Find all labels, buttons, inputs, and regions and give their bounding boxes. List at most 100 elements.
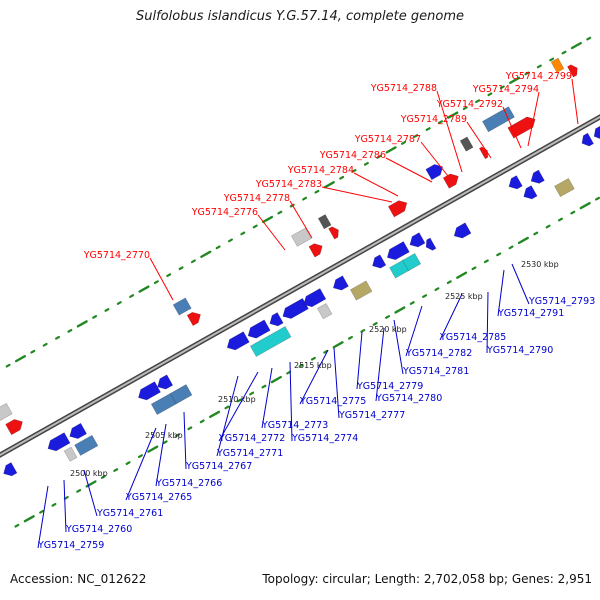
gene-label: YG5714_2767 bbox=[185, 461, 252, 472]
reverse-tick bbox=[570, 210, 576, 215]
forward-gene-12 bbox=[478, 146, 489, 160]
reverse-tick bbox=[310, 356, 316, 361]
gene-label: YG5714_2791 bbox=[497, 308, 564, 319]
reverse-tick bbox=[422, 294, 428, 298]
reverse-tick bbox=[579, 201, 591, 210]
reverse-tick bbox=[298, 363, 304, 368]
forward-tick bbox=[363, 161, 369, 166]
gene-label: YG5714_2790 bbox=[486, 345, 553, 356]
reverse-tick bbox=[113, 468, 119, 472]
reverse-gene-0 bbox=[3, 462, 18, 477]
leader-line bbox=[333, 347, 340, 419]
gene-label: YG5714_2793 bbox=[528, 296, 595, 307]
leader-line bbox=[125, 427, 157, 501]
gene-shape bbox=[554, 177, 575, 198]
gene-shape bbox=[138, 381, 161, 401]
leader-line bbox=[571, 78, 579, 125]
reverse-gene-17 bbox=[349, 280, 373, 301]
reverse-gene-26 bbox=[523, 185, 538, 200]
reverse-tick bbox=[347, 335, 353, 340]
forward-tick bbox=[104, 308, 110, 312]
forward-tick bbox=[549, 57, 555, 62]
leader-line bbox=[289, 361, 293, 442]
reverse-gene-2 bbox=[69, 422, 88, 439]
gene-shape bbox=[389, 259, 410, 279]
reverse-tick bbox=[23, 515, 35, 523]
gene-shape bbox=[453, 222, 472, 239]
forward-tick bbox=[438, 120, 443, 124]
forward-gene-2 bbox=[172, 297, 192, 316]
gene-label: YG5714_2799 bbox=[505, 71, 572, 82]
leader-line bbox=[439, 293, 463, 341]
reverse-tick bbox=[557, 217, 563, 222]
reverse-tick bbox=[446, 280, 452, 285]
forward-tick bbox=[14, 355, 27, 363]
reverse-tick bbox=[199, 419, 205, 424]
leader-line bbox=[527, 91, 540, 147]
reverse-gene-22 bbox=[409, 232, 426, 248]
reverse-tick bbox=[100, 475, 106, 479]
leader-line bbox=[321, 186, 393, 203]
forward-tick bbox=[561, 50, 567, 55]
forward-tick bbox=[5, 363, 11, 368]
gene-label: YG5714_2774 bbox=[291, 433, 358, 444]
scale-label: 2515 kbp bbox=[294, 361, 332, 370]
leader-line bbox=[183, 411, 187, 470]
gene-shape bbox=[349, 280, 373, 301]
gene-label: YG5714_2781 bbox=[402, 366, 469, 377]
reverse-tick bbox=[394, 306, 406, 314]
forward-tick bbox=[314, 189, 320, 194]
gene-shape bbox=[372, 254, 387, 269]
gene-label: YG5714_2777 bbox=[338, 410, 405, 421]
gene-shape bbox=[581, 132, 594, 147]
forward-tick bbox=[462, 106, 468, 111]
reverse-tick bbox=[14, 523, 20, 528]
reverse-tick bbox=[249, 391, 255, 396]
reverse-tick bbox=[209, 410, 221, 419]
reverse-tick bbox=[51, 502, 57, 507]
forward-gene-16 bbox=[567, 64, 578, 78]
reverse-gene-11 bbox=[269, 312, 284, 327]
reverse-tick bbox=[286, 370, 292, 375]
reverse-gene-20 bbox=[402, 253, 422, 272]
reverse-tick bbox=[332, 341, 344, 349]
genome-title: Sulfolobus islandicus Y.G.57.14, complet… bbox=[136, 9, 464, 24]
reverse-tick bbox=[224, 405, 230, 410]
forward-tick bbox=[153, 280, 159, 285]
leader-line bbox=[216, 375, 239, 457]
forward-gene-6 bbox=[317, 214, 332, 230]
genome-backbone-highlight bbox=[0, 115, 600, 457]
gene-label: YG5714_2788 bbox=[370, 83, 437, 94]
forward-tick bbox=[351, 168, 357, 173]
forward-tick bbox=[42, 342, 48, 347]
gene-label: YG5714_2760 bbox=[65, 524, 132, 535]
gene-label: YG5714_2786 bbox=[319, 150, 386, 161]
forward-tick bbox=[138, 285, 150, 293]
reverse-tick bbox=[175, 433, 180, 438]
gene-shape bbox=[593, 125, 600, 140]
leader-line bbox=[466, 121, 492, 159]
gene-label: YG5714_2780 bbox=[375, 393, 442, 404]
forward-tick bbox=[261, 215, 274, 224]
gene-shape bbox=[567, 64, 578, 78]
reverse-gene-30 bbox=[593, 125, 600, 140]
gene-label: YG5714_2775 bbox=[299, 396, 366, 407]
forward-tick bbox=[215, 245, 221, 250]
reverse-tick bbox=[372, 322, 378, 326]
forward-gene-10 bbox=[442, 173, 459, 189]
gene-label: YG5714_2772 bbox=[218, 433, 285, 444]
leader-line bbox=[393, 319, 404, 375]
gene-label: YG5714_2787 bbox=[354, 134, 421, 145]
accession-label: Accession: NC_012622 bbox=[10, 572, 147, 586]
reverse-tick bbox=[137, 454, 143, 459]
scale-label: 2525 kbp bbox=[445, 292, 483, 301]
leader-line bbox=[155, 423, 167, 487]
reverse-tick bbox=[508, 245, 514, 250]
reverse-gene-8 bbox=[170, 384, 193, 405]
gene-shape bbox=[5, 419, 23, 436]
gene-shape bbox=[425, 164, 444, 181]
gene-shape bbox=[530, 169, 545, 184]
reverse-gene-3 bbox=[74, 434, 99, 456]
reverse-tick bbox=[456, 271, 468, 279]
gene-shape bbox=[303, 288, 327, 308]
